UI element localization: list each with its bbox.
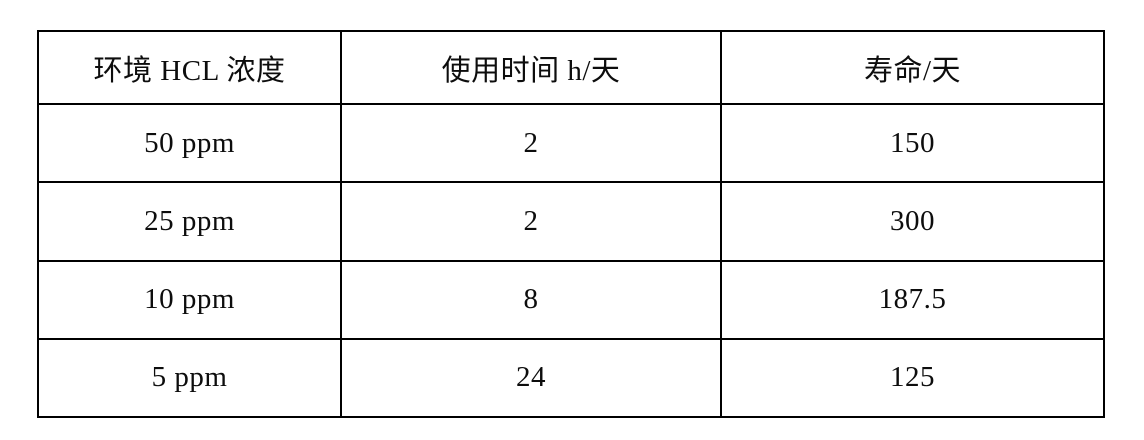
cell-usage-time: 2: [340, 181, 722, 262]
table-row: 5 ppm 24 125: [37, 337, 1105, 419]
table-row: 25 ppm 2 300: [37, 181, 1105, 262]
cell-concentration: 5 ppm: [37, 337, 342, 419]
cell-concentration: 50 ppm: [37, 102, 342, 184]
cell-lifetime: 125: [720, 337, 1105, 419]
hcl-lifetime-table: 环境 HCL 浓度 使用时间 h/天 寿命/天 50 ppm 2 150 25 …: [37, 30, 1105, 419]
table-row: 10 ppm 8 187.5: [37, 259, 1105, 340]
cell-usage-time: 2: [340, 102, 722, 184]
column-header-hcl-concentration: 环境 HCL 浓度: [37, 30, 342, 105]
cell-lifetime: 187.5: [720, 259, 1105, 340]
column-header-lifetime: 寿命/天: [720, 30, 1105, 105]
cell-lifetime: 150: [720, 102, 1105, 184]
column-header-usage-time: 使用时间 h/天: [340, 30, 722, 105]
table-row: 50 ppm 2 150: [37, 102, 1105, 184]
cell-usage-time: 24: [340, 337, 722, 419]
table-header-row: 环境 HCL 浓度 使用时间 h/天 寿命/天: [37, 30, 1105, 105]
cell-lifetime: 300: [720, 181, 1105, 262]
cell-usage-time: 8: [340, 259, 722, 340]
cell-concentration: 25 ppm: [37, 181, 342, 262]
cell-concentration: 10 ppm: [37, 259, 342, 340]
